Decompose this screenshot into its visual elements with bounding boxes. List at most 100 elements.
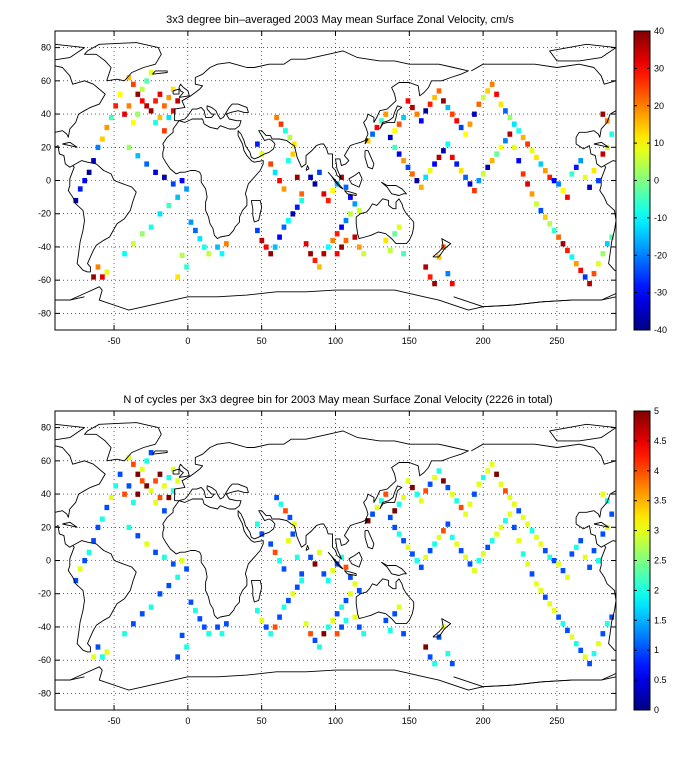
data-cell (361, 251, 367, 257)
data-cell (184, 186, 189, 192)
data-cell (596, 641, 601, 647)
coastline (381, 561, 407, 576)
data-cell (609, 131, 615, 137)
data-cell (268, 631, 274, 637)
data-cell (410, 551, 415, 557)
data-cell (525, 141, 530, 147)
coastline (355, 578, 415, 625)
data-cell (520, 551, 526, 557)
data-cell (432, 280, 437, 287)
data-cell (525, 521, 530, 527)
data-cell (494, 151, 499, 157)
data-cell (534, 201, 539, 207)
coastline (178, 83, 190, 98)
data-cell (578, 267, 584, 273)
data-cell (206, 631, 212, 637)
data-cell (573, 261, 579, 267)
data-cell (507, 114, 513, 121)
data-cell (604, 621, 610, 627)
data-cell (330, 187, 336, 194)
data-cell (157, 211, 163, 217)
data-cell (184, 644, 189, 650)
data-cell (556, 181, 561, 187)
data-cell (392, 231, 398, 237)
x-tick-label: 200 (476, 336, 491, 346)
data-cell (148, 70, 154, 76)
data-cell (569, 171, 575, 177)
colorbar-tick-label: 0 (654, 176, 659, 186)
data-cell (290, 211, 296, 217)
data-cell (274, 494, 279, 501)
coastline (355, 198, 415, 245)
data-cell (157, 494, 163, 501)
data-cell (131, 81, 136, 87)
data-cell (410, 104, 415, 111)
data-cell (370, 511, 375, 517)
data-cell (131, 621, 136, 627)
data-cell (432, 161, 437, 167)
data-cell (131, 241, 136, 247)
data-cell (73, 577, 79, 584)
colorbar-tick-label: 30 (654, 63, 664, 73)
colorbar-tick-label: -40 (654, 325, 667, 335)
data-cell (591, 651, 597, 657)
data-cell (343, 217, 349, 224)
coastline (152, 70, 168, 75)
data-cell (494, 531, 499, 537)
data-cell (436, 468, 442, 474)
coastline (364, 138, 369, 145)
data-cell (281, 186, 287, 192)
data-cell (135, 533, 141, 539)
data-cell (286, 158, 291, 164)
data-cell (458, 504, 464, 511)
data-cell (591, 271, 597, 277)
data-cell (432, 474, 437, 481)
data-cell (436, 534, 442, 541)
panel2-coastlines (55, 422, 616, 691)
data-cell (339, 224, 344, 230)
data-cell (387, 627, 393, 634)
data-cell (278, 121, 284, 127)
data-cell (95, 644, 101, 650)
data-cell (201, 624, 207, 630)
data-cell (538, 587, 544, 594)
data-cell (591, 548, 597, 554)
data-cell (410, 171, 415, 177)
data-cell (476, 101, 482, 107)
data-cell (77, 186, 83, 192)
data-cell (352, 234, 358, 240)
data-cell (427, 548, 433, 554)
data-cell (423, 108, 429, 114)
data-cell (91, 274, 96, 280)
data-cell (291, 141, 297, 147)
data-cell (148, 224, 154, 230)
data-cell (352, 201, 358, 207)
data-cell (139, 98, 145, 104)
data-cell (277, 614, 282, 620)
data-cell (157, 114, 163, 121)
data-cell (162, 508, 167, 514)
data-cell (91, 654, 96, 660)
data-cell (361, 631, 367, 637)
data-cell (294, 584, 300, 590)
x-tick-label: 100 (328, 716, 343, 726)
data-cell (193, 607, 198, 614)
data-cell (184, 264, 189, 270)
data-cell (153, 478, 158, 484)
data-cell (600, 111, 606, 117)
data-cell (427, 654, 433, 660)
data-cell (356, 624, 362, 630)
data-cell (299, 191, 305, 197)
data-cell (294, 554, 300, 560)
coastline (453, 293, 616, 308)
data-cell (277, 178, 282, 184)
data-cell (170, 488, 176, 494)
data-cell (498, 101, 504, 107)
data-cell (330, 617, 336, 624)
data-cell (299, 197, 305, 204)
data-cell (405, 164, 411, 171)
data-cell (325, 244, 331, 250)
data-cell (122, 251, 127, 257)
data-cell (277, 558, 282, 564)
y-tick-label: -60 (38, 655, 51, 665)
